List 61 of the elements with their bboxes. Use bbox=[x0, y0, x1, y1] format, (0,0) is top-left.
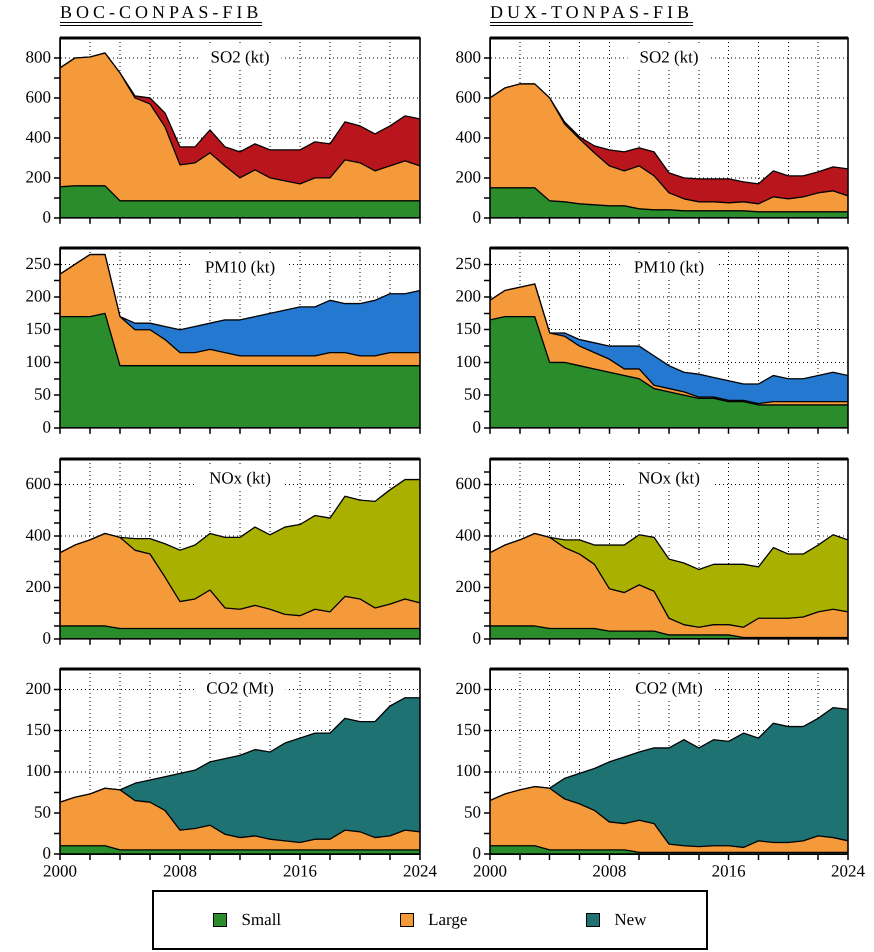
x-tick-label: 2008 bbox=[592, 862, 626, 881]
y-tick-label: 200 bbox=[26, 167, 51, 186]
y-tick-label: 0 bbox=[472, 628, 481, 648]
annotation: NOx (kt) bbox=[209, 468, 271, 488]
y-tick-label: 0 bbox=[472, 417, 481, 436]
y-tick-label: 800 bbox=[26, 47, 51, 66]
y-tick-label: 200 bbox=[456, 576, 481, 596]
chart-title: BOC-CONPAS-FIB bbox=[60, 2, 262, 26]
x-tick-label: 2000 bbox=[473, 862, 507, 881]
legend-label: New bbox=[614, 910, 646, 930]
y-tick-label: 250 bbox=[456, 254, 481, 273]
y-tick-label: 600 bbox=[26, 87, 51, 106]
y-tick-label: 150 bbox=[456, 319, 481, 338]
annotation: SO2 (kt) bbox=[639, 47, 699, 66]
y-tick-label: 600 bbox=[26, 474, 51, 494]
y-tick-label: 200 bbox=[456, 167, 481, 186]
legend-label: Large bbox=[428, 910, 468, 930]
x-tick-label: 2008 bbox=[163, 862, 197, 881]
annotation: PM10 (kt) bbox=[634, 257, 704, 276]
y-tick-label: 600 bbox=[456, 474, 481, 494]
y-tick-label: 150 bbox=[26, 720, 51, 740]
y-tick-label: 400 bbox=[26, 127, 51, 146]
x-tick-label: 2016 bbox=[712, 862, 746, 881]
y-tick-label: 50 bbox=[34, 802, 51, 822]
y-tick-label: 400 bbox=[456, 526, 481, 545]
legend-label: Small bbox=[241, 910, 282, 930]
y-tick-label: 0 bbox=[42, 628, 51, 648]
y-tick-label: 200 bbox=[456, 679, 481, 698]
y-tick-label: 400 bbox=[456, 127, 481, 146]
y-tick-label: 800 bbox=[456, 47, 481, 66]
y-tick-label: 0 bbox=[472, 843, 481, 862]
y-tick-label: 100 bbox=[26, 352, 51, 371]
y-tick-label: 150 bbox=[26, 319, 51, 338]
annotation: CO2 (Mt) bbox=[206, 678, 274, 698]
annotation: NOx (kt) bbox=[638, 468, 700, 488]
annotation: CO2 (Mt) bbox=[635, 678, 703, 698]
y-tick-label: 0 bbox=[472, 207, 481, 226]
y-tick-label: 50 bbox=[464, 802, 481, 822]
y-tick-label: 200 bbox=[26, 286, 51, 306]
y-tick-label: 200 bbox=[26, 576, 51, 596]
y-tick-label: 100 bbox=[456, 352, 481, 371]
x-tick-label: 2024 bbox=[403, 862, 438, 881]
annotation: PM10 (kt) bbox=[204, 257, 276, 276]
chart-title: DUX-TONPAS-FIB bbox=[490, 2, 694, 26]
y-tick-label: 200 bbox=[26, 679, 51, 698]
annotation: SO2 (kt) bbox=[210, 47, 270, 66]
y-tick-label: 0 bbox=[42, 207, 51, 226]
x-tick-label: 2000 bbox=[43, 862, 77, 881]
y-tick-label: 100 bbox=[456, 761, 481, 780]
y-tick-label: 0 bbox=[42, 417, 51, 436]
y-tick-label: 0 bbox=[42, 843, 51, 862]
y-tick-label: 150 bbox=[456, 720, 481, 740]
y-tick-label: 50 bbox=[34, 384, 51, 404]
y-tick-label: 100 bbox=[26, 761, 51, 780]
y-tick-label: 200 bbox=[456, 286, 481, 306]
y-tick-label: 250 bbox=[26, 254, 51, 273]
y-tick-label: 50 bbox=[464, 384, 481, 404]
x-tick-label: 2024 bbox=[831, 862, 866, 881]
y-tick-label: 600 bbox=[456, 87, 481, 106]
x-tick-label: 2016 bbox=[283, 862, 317, 881]
y-tick-label: 400 bbox=[26, 526, 51, 545]
